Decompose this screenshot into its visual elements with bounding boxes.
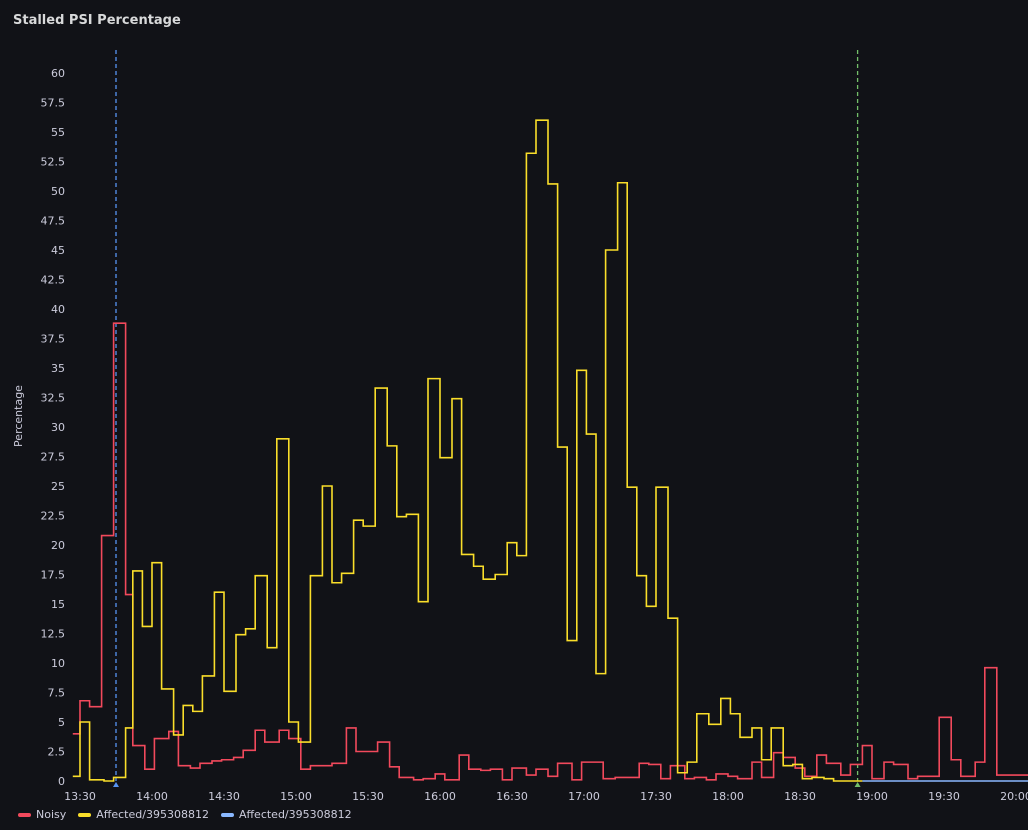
y-tick-label: 57.5 xyxy=(41,97,66,110)
y-tick-label: 55 xyxy=(51,126,65,139)
y-tick-label: 42.5 xyxy=(41,274,66,287)
legend-item-2[interactable]: Affected/395308812 xyxy=(220,808,352,821)
legend-swatch xyxy=(220,812,234,817)
y-tick-label: 52.5 xyxy=(41,156,66,169)
x-tick-label: 17:30 xyxy=(640,790,672,803)
x-tick-label: 17:00 xyxy=(568,790,600,803)
annotations xyxy=(113,50,861,787)
y-tick-label: 47.5 xyxy=(41,215,66,228)
y-tick-label: 32.5 xyxy=(41,392,66,405)
x-tick-label: 19:30 xyxy=(928,790,960,803)
y-tick-label: 35 xyxy=(51,362,65,375)
legend-swatch xyxy=(78,812,92,817)
series-line-1[interactable] xyxy=(72,119,863,782)
y-tick-label: 50 xyxy=(51,185,65,198)
x-tick-label: 15:00 xyxy=(280,790,312,803)
annotation-marker[interactable] xyxy=(113,782,119,787)
y-tick-label: 40 xyxy=(51,303,65,316)
x-tick-label: 14:00 xyxy=(136,790,168,803)
x-tick-label: 20:00 xyxy=(1000,790,1028,803)
x-tick-label: 19:00 xyxy=(856,790,888,803)
y-tick-label: 25 xyxy=(51,480,65,493)
x-tick-label: 16:30 xyxy=(496,790,528,803)
series-group xyxy=(72,119,1028,782)
y-tick-label: 27.5 xyxy=(41,451,66,464)
y-tick-label: 20 xyxy=(51,539,65,552)
legend-item-0[interactable]: Noisy xyxy=(18,808,66,821)
annotation-marker[interactable] xyxy=(854,782,861,787)
y-tick-label: 0 xyxy=(58,775,65,788)
panel-title: Stalled PSI Percentage xyxy=(13,13,181,28)
y-tick-label: 5 xyxy=(58,716,65,729)
legend-item-1[interactable]: Affected/395308812 xyxy=(78,808,209,821)
y-tick-label: 10 xyxy=(51,657,65,670)
legend-label: Affected/395308812 xyxy=(96,808,209,821)
y-axis-label: Percentage xyxy=(12,385,25,447)
x-tick-label: 13:30 xyxy=(64,790,96,803)
legend-label: Noisy xyxy=(36,808,67,821)
x-tick-label: 18:30 xyxy=(784,790,816,803)
legend: Noisy Affected/395308812 Affected/39530881… xyxy=(18,808,352,821)
y-tick-label: 37.5 xyxy=(41,333,66,346)
y-tick-label: 60 xyxy=(51,67,65,80)
x-axis: 13:30 14:00 14:30 15:00 15:30 16:00 16:30 17:00… xyxy=(64,790,1028,803)
x-tick-label: 18:00 xyxy=(712,790,744,803)
y-tick-label: 17.5 xyxy=(41,569,66,582)
legend-label: Affected/395308812 xyxy=(238,808,352,821)
y-tick-label: 22.5 xyxy=(41,510,66,523)
series-line-0[interactable] xyxy=(72,322,1028,781)
legend-swatch xyxy=(18,812,31,817)
x-tick-label: 14:30 xyxy=(208,790,240,803)
y-tick-label: 2.5 xyxy=(48,746,66,759)
y-tick-label: 15 xyxy=(51,598,65,611)
y-tick-label: 7.5 xyxy=(48,687,66,700)
x-tick-label: 15:30 xyxy=(352,790,384,803)
y-tick-label: 30 xyxy=(51,421,65,434)
x-tick-label: 16:00 xyxy=(424,790,456,803)
y-axis: 02.557.51012.51517.52022.52527.53032.535… xyxy=(41,67,66,788)
y-tick-label: 45 xyxy=(51,244,65,257)
y-tick-label: 12.5 xyxy=(41,628,66,641)
